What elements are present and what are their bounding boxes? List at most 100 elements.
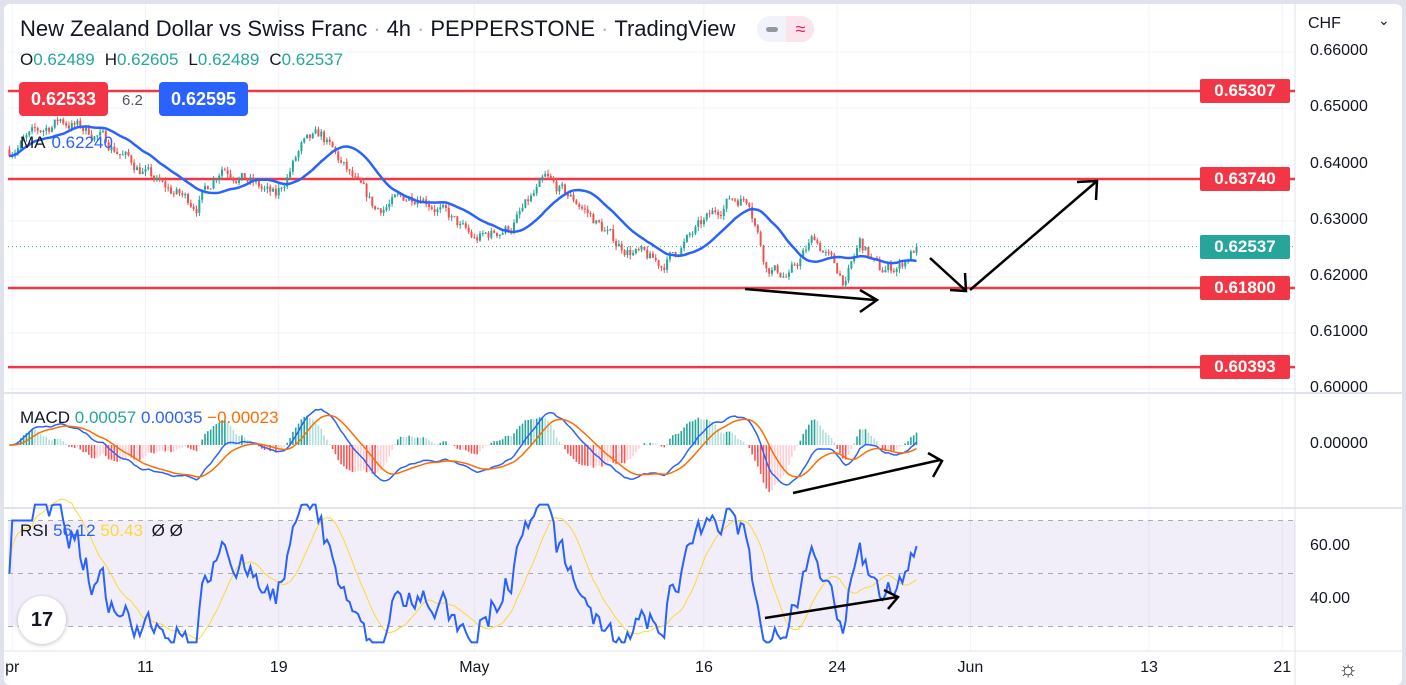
macd-histogram-bar xyxy=(774,445,776,486)
macd-histogram-bar xyxy=(161,445,164,451)
price-tick: 0.61000 xyxy=(1310,323,1368,340)
candle xyxy=(314,129,317,134)
candle xyxy=(583,208,586,210)
macd-histogram-bar xyxy=(141,445,144,459)
candle xyxy=(138,167,141,174)
candle xyxy=(266,186,269,189)
candle xyxy=(507,226,510,231)
candle xyxy=(133,162,136,171)
candle xyxy=(864,247,867,251)
candle xyxy=(810,236,813,243)
macd-histogram-bar xyxy=(586,445,589,466)
macd-histogram-bar xyxy=(173,445,175,453)
macd-histogram-bar xyxy=(898,445,901,447)
macd-histogram-bar xyxy=(513,433,515,445)
macd-histogram-bar xyxy=(805,429,807,445)
candle xyxy=(303,138,306,143)
macd-histogram-bar xyxy=(484,445,487,447)
candle xyxy=(42,130,45,132)
candle xyxy=(887,263,890,270)
candle xyxy=(238,179,241,183)
macd-histogram-bar xyxy=(470,445,473,454)
macd-histogram-bar xyxy=(827,435,830,445)
candle xyxy=(666,259,669,270)
indicator-toggle[interactable]: ≈ xyxy=(757,16,815,42)
candle xyxy=(513,222,516,233)
macd-histogram-bar xyxy=(280,445,283,449)
time-tick: 11 xyxy=(137,659,154,676)
macd-histogram-bar xyxy=(459,445,461,450)
candle xyxy=(535,186,538,194)
macd-histogram-bar xyxy=(79,445,82,450)
macd-histogram-bar xyxy=(623,445,626,464)
macd-histogram-bar xyxy=(479,445,481,452)
macd-histogram-bar xyxy=(96,445,99,458)
candle xyxy=(527,199,530,202)
candle xyxy=(260,186,263,189)
interval[interactable]: 4h xyxy=(386,16,412,41)
candle xyxy=(790,264,793,273)
macd-histogram-bar xyxy=(779,445,782,480)
tradingview-logo-icon[interactable]: 17 xyxy=(18,596,66,644)
macd-histogram-bar xyxy=(861,429,864,445)
macd-histogram-bar xyxy=(306,415,308,445)
candle xyxy=(294,157,297,161)
macd-histogram-bar xyxy=(116,445,118,462)
macd-legend[interactable]: MACD 0.00057 0.00035 −0.00023 xyxy=(20,408,279,427)
candle xyxy=(501,233,504,235)
chevron-down-icon[interactable]: ⌄ xyxy=(1378,12,1390,28)
candle xyxy=(195,209,198,214)
macd-histogram-bar xyxy=(379,445,382,471)
settings-icon[interactable]: ☼ xyxy=(1338,656,1359,681)
candle xyxy=(541,176,544,180)
macd-histogram-bar xyxy=(289,438,291,445)
broker: PEPPERSTONE xyxy=(430,16,596,41)
macd-histogram-bar xyxy=(181,445,184,448)
candle xyxy=(19,141,22,149)
macd-histogram-bar xyxy=(362,445,365,470)
macd-histogram-bar xyxy=(558,441,561,445)
candle xyxy=(617,243,620,247)
macd-divergence-arrow xyxy=(792,458,941,495)
ma-value: 0.62240 xyxy=(51,133,113,152)
candle xyxy=(376,208,379,210)
candle xyxy=(558,186,561,192)
time-tick: 13 xyxy=(1140,659,1158,676)
buy-button[interactable]: 0.62595 xyxy=(159,82,249,116)
macd-histogram-bar xyxy=(873,438,875,445)
candle xyxy=(374,206,377,210)
macd-histogram-bar xyxy=(218,422,220,445)
macd-histogram-bar xyxy=(48,439,50,445)
candle xyxy=(62,119,65,124)
candle xyxy=(890,263,893,271)
sell-button[interactable]: 0.62533 xyxy=(19,82,109,116)
rsi-ma-value: 50.43 xyxy=(100,521,143,540)
macd-histogram-bar xyxy=(561,444,564,445)
macd-histogram-bar xyxy=(107,445,110,460)
candle xyxy=(280,187,283,189)
macd-histogram-bar xyxy=(527,419,529,445)
currency-label[interactable]: CHF xyxy=(1308,15,1341,32)
rsi-legend[interactable]: RSI 56.12 50.43 Ø Ø xyxy=(20,521,183,540)
ma-legend[interactable]: MA 0.62240 xyxy=(20,133,113,152)
candle xyxy=(850,261,853,269)
macd-histogram-bar xyxy=(912,435,915,445)
candle xyxy=(164,181,167,188)
candle xyxy=(365,183,368,198)
candle xyxy=(668,252,671,260)
candle xyxy=(28,131,31,136)
macd-histogram-bar xyxy=(99,445,101,456)
arrowhead xyxy=(927,451,944,478)
macd-histogram-bar xyxy=(70,445,73,448)
macd-histogram-bar xyxy=(842,445,844,459)
candle xyxy=(206,186,209,190)
macd-histogram-bar xyxy=(742,441,745,445)
macd-histogram-bar xyxy=(555,437,558,445)
macd-histogram-bar xyxy=(683,427,685,445)
rsi-tick: 60.00 xyxy=(1310,537,1351,554)
candle xyxy=(912,251,915,253)
macd-histogram-bar xyxy=(232,430,235,445)
candle xyxy=(240,173,243,180)
macd-histogram-bar xyxy=(876,440,878,445)
